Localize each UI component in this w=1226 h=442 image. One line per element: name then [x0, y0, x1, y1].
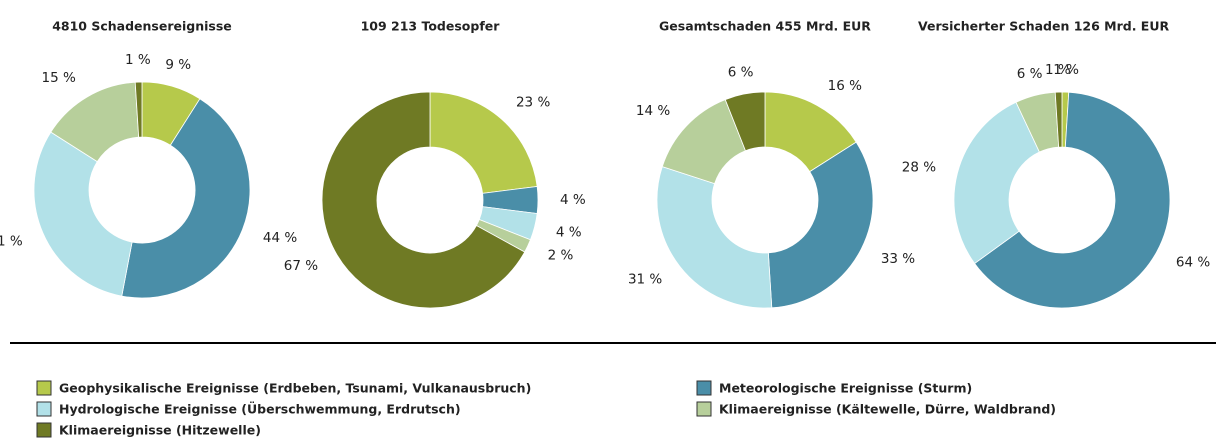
donut-slice — [321, 91, 526, 309]
data-label: 6 % — [1017, 66, 1043, 82]
data-label: 2 % — [548, 247, 574, 263]
legend-swatch — [36, 401, 52, 417]
donut-slice — [953, 101, 1040, 265]
legend-label: Meteorologische Ereignisse (Sturm) — [719, 381, 972, 396]
data-label: 6 % — [728, 64, 754, 80]
donut-slice — [767, 141, 874, 309]
chart-title: 4810 Schadensereignisse — [52, 19, 232, 34]
data-label: 14 % — [636, 103, 670, 119]
chart-title: Versicherter Schaden 126 Mrd. EUR — [918, 19, 1169, 34]
legend-swatch — [36, 422, 52, 438]
legend-label: Hydrologische Ereignisse (Überschwemmung… — [59, 402, 461, 417]
data-label: 28 % — [902, 160, 936, 176]
donut-slice — [429, 91, 538, 194]
legend-swatch — [696, 401, 712, 417]
donut-slice — [134, 81, 143, 138]
data-label: 16 % — [828, 78, 862, 94]
legend-label: Geophysikalische Ereignisse (Erdbeben, T… — [59, 381, 531, 396]
chart-title: Gesamtschaden 455 Mrd. EUR — [659, 19, 871, 34]
data-label: 4 % — [560, 192, 586, 208]
donut-slice — [121, 98, 251, 299]
data-label: 33 % — [881, 251, 915, 267]
data-label: 31 % — [0, 234, 23, 250]
data-label: 44 % — [263, 230, 297, 246]
legend-swatch — [696, 380, 712, 396]
data-label: 67 % — [284, 258, 318, 274]
donut-slice — [33, 131, 133, 297]
legend-swatch — [36, 380, 52, 396]
data-label: 64 % — [1176, 255, 1210, 271]
data-label: 1 % — [1045, 62, 1071, 78]
data-label: 31 % — [628, 272, 662, 288]
data-label: 23 % — [516, 94, 550, 110]
data-label: 15 % — [42, 70, 76, 86]
donut-slice — [656, 166, 773, 309]
donut-slice — [1054, 91, 1063, 148]
donut-slice — [974, 91, 1171, 309]
legend-label: Klimaereignisse (Kältewelle, Dürre, Wald… — [719, 402, 1056, 417]
data-label: 1 % — [1053, 62, 1079, 78]
data-label: 9 % — [165, 57, 191, 73]
donut-slice — [724, 91, 766, 152]
legend-label: Klimaereignisse (Hitzewelle) — [59, 423, 261, 438]
chart-title: 109 213 Todesopfer — [361, 19, 501, 34]
data-label: 4 % — [556, 224, 582, 240]
data-label: 1 % — [125, 52, 151, 68]
